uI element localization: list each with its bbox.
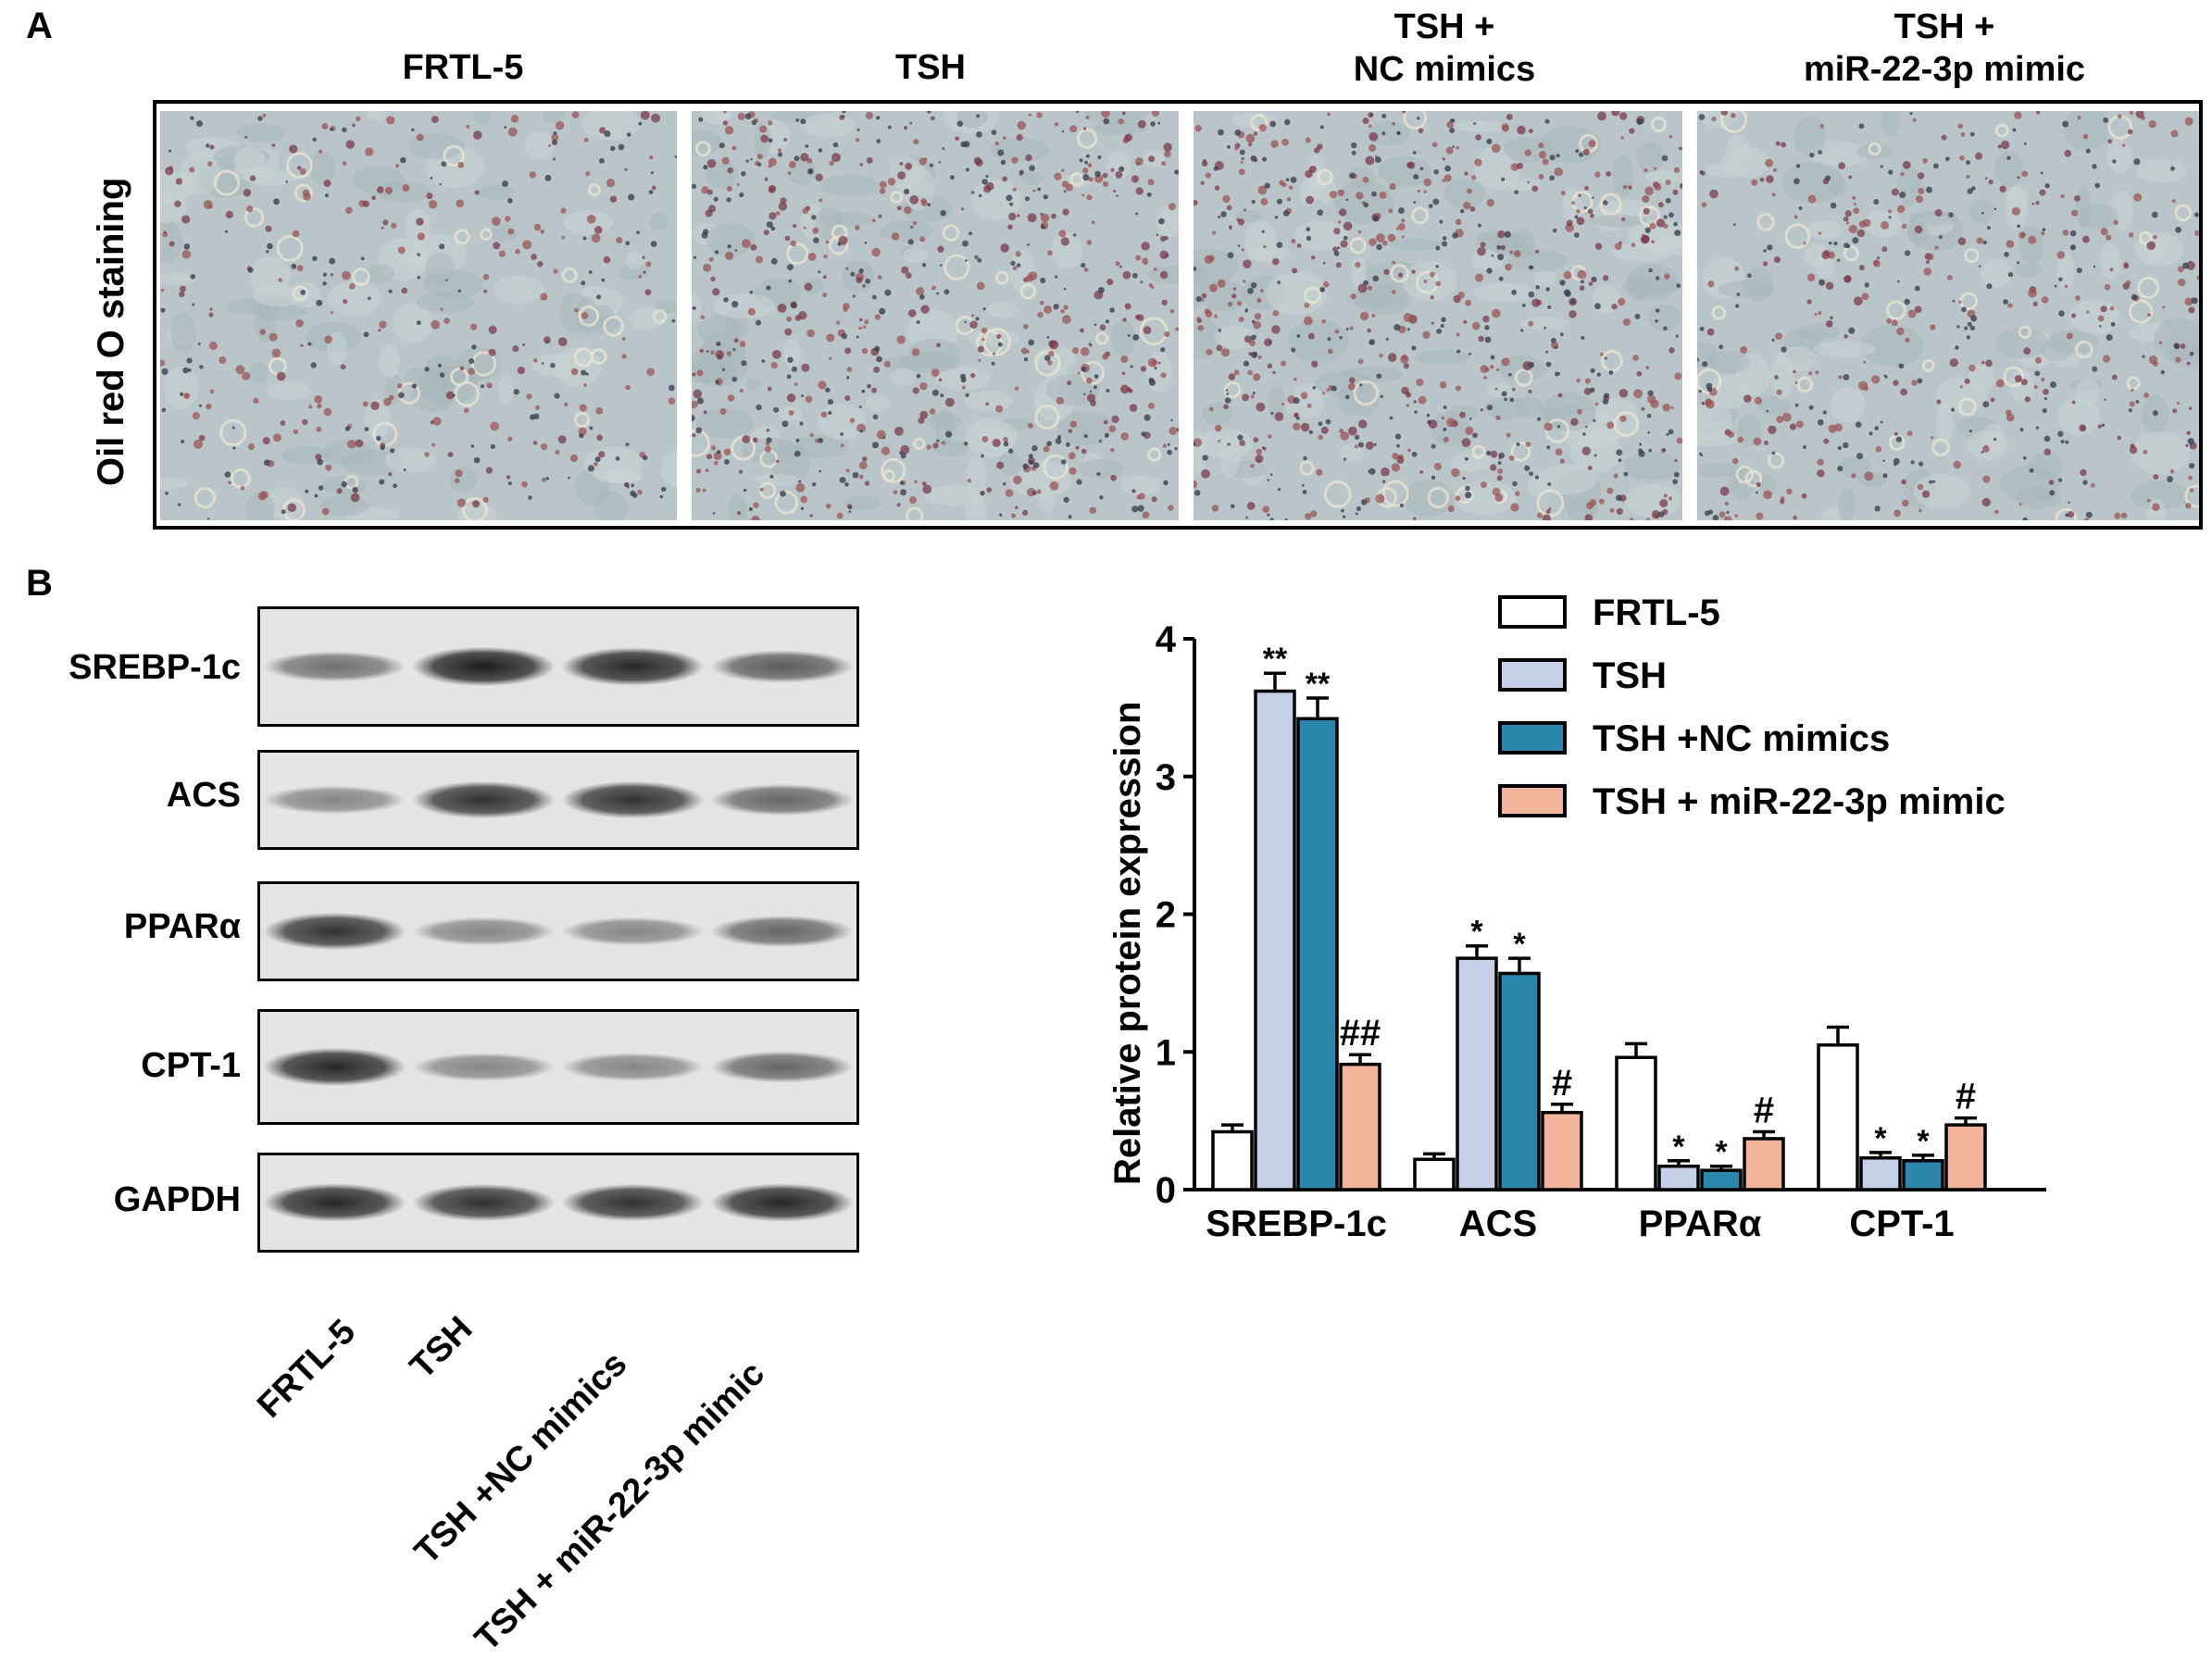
blot-band [263, 1183, 406, 1222]
blot-band [710, 1051, 854, 1083]
blot-band [263, 912, 406, 951]
bar [1339, 1062, 1381, 1191]
significance-mark: # [1552, 1063, 1572, 1104]
lane-label-tsh: TSH [403, 1309, 481, 1387]
panel-b-letter: B [26, 563, 53, 604]
blot-band [412, 917, 556, 946]
blot-band [561, 647, 705, 686]
blot-cpt1 [257, 1009, 859, 1125]
micrograph-tsh-mir [1697, 111, 2199, 520]
y-tick-label: 2 [1156, 895, 1176, 936]
micrograph-tsh-nc [1193, 111, 1682, 520]
lane-label-tsh-mir: TSH + miR-22-3p mimic [468, 1353, 773, 1659]
legend-label: TSH [1593, 655, 1667, 696]
micrograph-tsh [692, 111, 1179, 520]
blot-band [561, 780, 705, 819]
blot-band [412, 646, 556, 687]
blot-band [561, 1183, 705, 1222]
bar [1657, 1164, 1700, 1191]
blot-band [263, 1047, 406, 1087]
blot-ppara [257, 881, 859, 981]
blot-label-srebp1c: SREBP-1c [69, 648, 241, 687]
x-tick-label: SREBP-1c [1206, 1204, 1387, 1244]
significance-mark: # [1754, 1091, 1774, 1131]
blot-band [710, 783, 854, 817]
blot-band [561, 917, 705, 946]
bar [1254, 689, 1296, 1191]
blot-srebp1c [257, 606, 859, 727]
y-tick-label: 4 [1156, 619, 1177, 660]
blot-acs [257, 750, 859, 850]
bar [1296, 717, 1339, 1191]
bar [1541, 1110, 1583, 1191]
bar [1211, 1129, 1254, 1191]
significance-mark: * [1470, 915, 1483, 950]
bar [1743, 1137, 1785, 1191]
y-tick-label: 0 [1156, 1170, 1176, 1211]
significance-mark: * [1715, 1135, 1728, 1170]
significance-mark: ## [1340, 1013, 1381, 1054]
significance-mark: * [1874, 1121, 1887, 1156]
bar [1498, 971, 1541, 1191]
blot-band [412, 780, 556, 819]
blot-label-acs: ACS [166, 776, 241, 815]
x-tick-label: PPARα [1639, 1204, 1762, 1244]
bar [1902, 1159, 1944, 1191]
micrograph-frtl5 [160, 111, 677, 520]
blot-band [710, 1183, 854, 1222]
chart-bars: ****##* *#* *#* *# [1211, 642, 1987, 1191]
blot-band [412, 1053, 556, 1081]
lane-label-frtl5: FRTL-5 [250, 1312, 364, 1426]
significance-mark: ** [1263, 642, 1288, 677]
legend-label: TSH +NC mimics [1593, 718, 1890, 759]
y-tick-label: 1 [1156, 1032, 1176, 1073]
significance-mark: * [1672, 1129, 1685, 1165]
bar [1817, 1043, 1859, 1191]
column-label-tsh: TSH [895, 48, 966, 87]
column-label-tsh-mir: TSH + miR-22-3p mimic [1803, 7, 2086, 89]
legend-swatch [1498, 595, 1567, 629]
y-tick-label: 3 [1156, 757, 1176, 798]
significance-mark: * [1513, 927, 1526, 962]
bar [1456, 956, 1498, 1191]
blot-label-gapdh: GAPDH [113, 1180, 241, 1219]
oil-red-row-label: Oil red O staining [91, 177, 131, 486]
legend-swatch [1498, 658, 1567, 692]
bar [1413, 1157, 1456, 1191]
bar [1615, 1055, 1657, 1191]
x-tick-label: ACS [1459, 1204, 1537, 1244]
blot-label-cpt1: CPT-1 [141, 1046, 241, 1085]
significance-mark: ** [1306, 667, 1331, 702]
column-label-frtl5: FRTL-5 [402, 48, 524, 87]
blot-band [710, 650, 854, 683]
blot-band [263, 785, 406, 815]
panel-a-letter: A [26, 6, 53, 46]
micrograph-strip [153, 100, 2203, 530]
blot-band [263, 651, 406, 682]
column-label-tsh-nc: TSH + NC mimics [1353, 7, 1536, 89]
blot-band [412, 1183, 556, 1222]
legend-swatch [1498, 784, 1567, 817]
blot-band [710, 915, 854, 948]
bar [1700, 1168, 1743, 1191]
significance-mark: # [1956, 1077, 1976, 1117]
legend-label: TSH + miR-22-3p mimic [1593, 781, 2006, 822]
chart-legend: FRTL-5 TSH TSH +NC mimics TSH + miR-22-3p m… [1498, 592, 2006, 822]
blot-gapdh [257, 1153, 859, 1253]
bar [1859, 1156, 1902, 1191]
legend-label: FRTL-5 [1593, 592, 1720, 633]
blot-band [561, 1053, 705, 1081]
significance-mark: * [1917, 1124, 1930, 1159]
legend-swatch [1498, 721, 1567, 755]
y-axis-label: Relative protein expression [1107, 701, 1148, 1185]
bar [1944, 1123, 1987, 1191]
blot-label-ppara: PPARα [123, 907, 241, 946]
x-tick-label: CPT-1 [1849, 1204, 1954, 1244]
